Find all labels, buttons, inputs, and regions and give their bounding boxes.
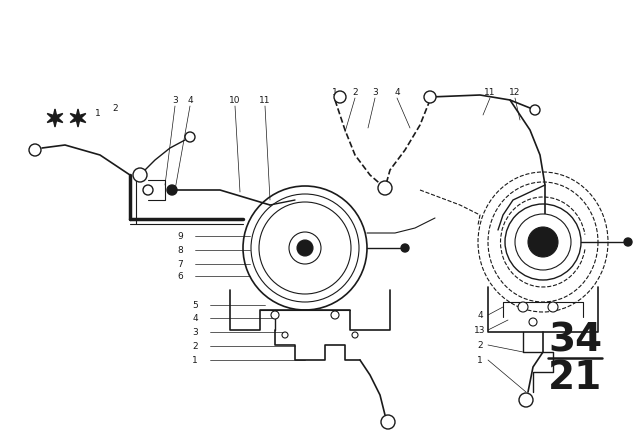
Text: 1: 1 (192, 356, 198, 365)
Circle shape (530, 105, 540, 115)
Circle shape (401, 244, 409, 252)
Circle shape (518, 302, 528, 312)
Text: 1: 1 (332, 87, 338, 96)
Circle shape (529, 318, 537, 326)
Text: 21: 21 (548, 359, 602, 397)
Circle shape (29, 144, 41, 156)
Circle shape (352, 332, 358, 338)
Text: 3: 3 (172, 95, 178, 104)
Circle shape (271, 311, 279, 319)
Circle shape (519, 393, 533, 407)
Circle shape (289, 232, 321, 264)
Text: 4: 4 (477, 310, 483, 319)
Circle shape (528, 227, 558, 257)
Text: 5: 5 (192, 301, 198, 310)
Circle shape (381, 415, 395, 429)
Circle shape (548, 302, 558, 312)
Text: 1: 1 (95, 108, 101, 117)
Text: 4: 4 (394, 87, 400, 96)
Text: 1: 1 (477, 356, 483, 365)
Text: 2: 2 (352, 87, 358, 96)
Circle shape (143, 185, 153, 195)
Text: 11: 11 (259, 95, 271, 104)
Circle shape (378, 181, 392, 195)
Circle shape (133, 168, 147, 182)
Circle shape (167, 185, 177, 195)
Text: 13: 13 (474, 326, 486, 335)
Text: 6: 6 (177, 271, 183, 280)
Text: 2: 2 (112, 103, 118, 112)
Circle shape (331, 311, 339, 319)
Text: 3: 3 (372, 87, 378, 96)
Text: 9: 9 (177, 232, 183, 241)
Text: 4: 4 (187, 95, 193, 104)
Text: 7: 7 (177, 259, 183, 268)
Polygon shape (70, 109, 86, 127)
Text: 10: 10 (229, 95, 241, 104)
Text: 12: 12 (509, 87, 521, 96)
Circle shape (515, 214, 571, 270)
Circle shape (297, 240, 313, 256)
Text: 2: 2 (477, 340, 483, 349)
Text: 8: 8 (177, 246, 183, 254)
Circle shape (282, 332, 288, 338)
Text: 34: 34 (548, 321, 602, 359)
Polygon shape (47, 109, 63, 127)
Text: 3: 3 (192, 327, 198, 336)
Circle shape (624, 238, 632, 246)
Text: 11: 11 (484, 87, 496, 96)
Text: 2: 2 (192, 341, 198, 350)
Text: 4: 4 (192, 314, 198, 323)
Circle shape (185, 132, 195, 142)
Circle shape (334, 91, 346, 103)
Circle shape (424, 91, 436, 103)
